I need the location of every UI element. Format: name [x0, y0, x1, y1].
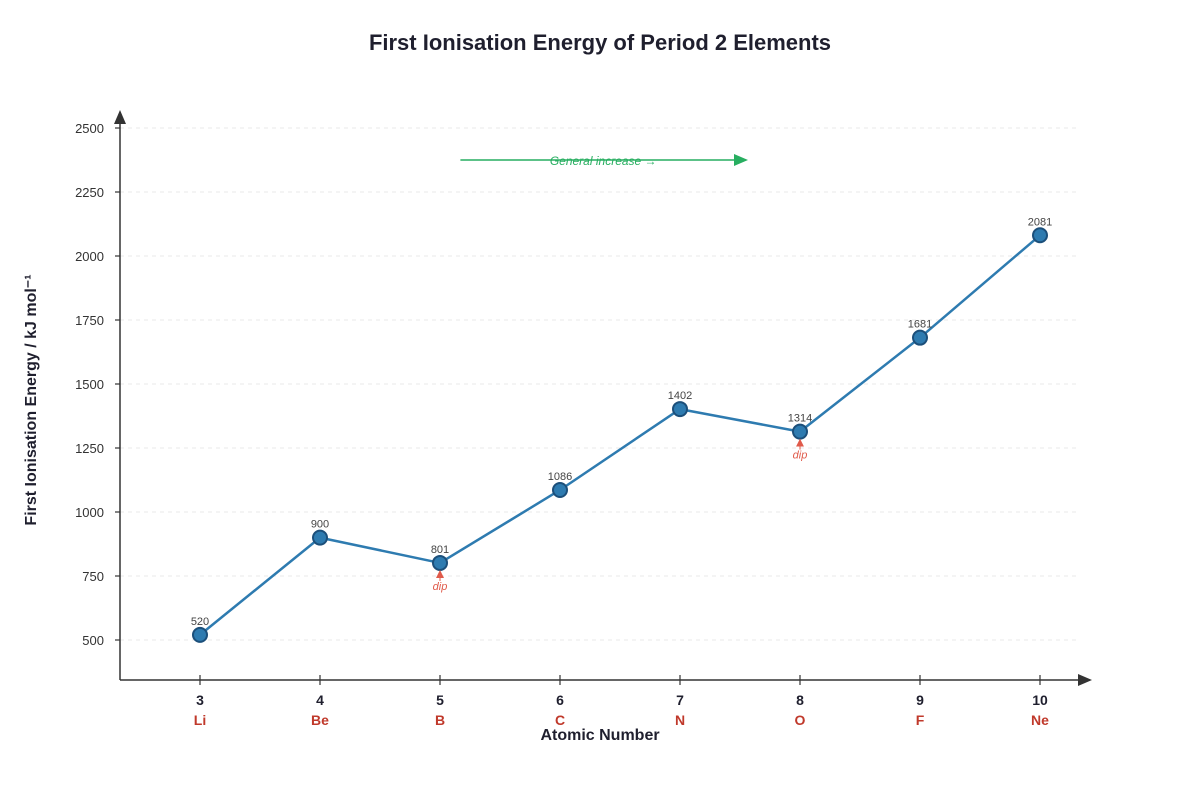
dip-label: dip [433, 581, 448, 593]
x-tick-label: 5 [436, 692, 444, 708]
x-axis-ticks: 3 Li 4 Be 5 B 6 C 7 N 8 O 9 F 10 Ne [194, 675, 1049, 728]
data-value-label: 1681 [908, 319, 932, 331]
element-symbol-label: Li [194, 712, 206, 728]
data-point-marker [552, 481, 568, 498]
y-tick-label: 2000 [75, 249, 104, 264]
x-axis-title: Atomic Number [540, 727, 659, 744]
y-axis-title: First Ionisation Energy / kJ mol⁻¹ [23, 274, 40, 525]
data-value-label: 900 [311, 519, 329, 531]
dip-label: dip [793, 450, 808, 462]
gridlines [120, 127, 1080, 641]
element-symbol-label: F [916, 712, 925, 728]
data-value-label: 2081 [1028, 216, 1052, 228]
y-tick-label: 1250 [75, 441, 104, 456]
data-value-label: 1314 [788, 413, 812, 425]
x-tick-label: 8 [796, 692, 804, 708]
y-tick-label: 2500 [75, 121, 104, 136]
data-point-marker [312, 529, 328, 546]
axes [114, 110, 1092, 686]
element-symbol-label: C [555, 712, 565, 728]
data-value-label: 1086 [548, 471, 572, 483]
x-tick-label: 10 [1032, 692, 1048, 708]
data-point-marker [912, 329, 928, 346]
data-point-marker [792, 423, 808, 440]
y-axis-ticks: 500 750 1000 1250 1500 1750 2000 2250 2500 [75, 121, 120, 648]
data-value-label: 1402 [668, 390, 692, 402]
trend-annotation: General increase → [460, 154, 748, 168]
element-symbol-label: O [795, 712, 806, 728]
element-symbol-label: N [675, 712, 685, 728]
chart-title: First Ionisation Energy of Period 2 Elem… [369, 30, 831, 55]
x-tick-label: 9 [916, 692, 924, 708]
y-tick-label: 500 [82, 633, 104, 648]
y-tick-label: 2250 [75, 185, 104, 200]
data-points [192, 227, 1048, 643]
y-tick-label: 1500 [75, 377, 104, 392]
ionisation-energy-line [198, 234, 1042, 637]
data-value-label: 801 [431, 544, 449, 556]
x-tick-label: 6 [556, 692, 564, 708]
element-symbol-label: Be [311, 712, 329, 728]
data-value-label: 520 [191, 616, 209, 628]
x-tick-label: 7 [676, 692, 684, 708]
x-tick-label: 4 [316, 692, 324, 708]
data-point-marker [192, 626, 208, 643]
data-point-marker [432, 554, 448, 571]
y-tick-label: 1000 [75, 505, 104, 520]
dip-annotations: dip dip [433, 438, 808, 593]
trend-label: General increase → [550, 154, 657, 168]
element-symbol-label: Ne [1031, 712, 1049, 728]
y-tick-label: 1750 [75, 313, 104, 328]
y-tick-label: 750 [82, 569, 104, 584]
data-labels: 520 900 801 1086 1402 1314 1681 2081 [191, 216, 1052, 628]
series-line [198, 234, 1042, 637]
data-point-marker [672, 401, 688, 418]
x-tick-label: 3 [196, 692, 204, 708]
element-symbol-label: B [435, 712, 445, 728]
data-point-marker [1032, 227, 1048, 244]
